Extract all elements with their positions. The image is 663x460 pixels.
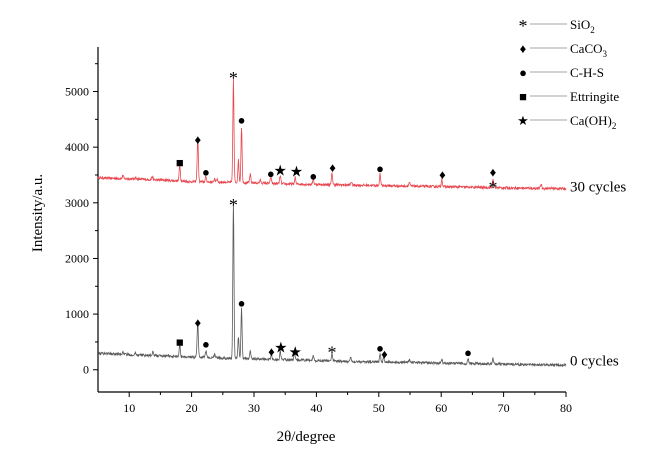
legend-label-subscript: 2 [612, 121, 617, 131]
chart-ticks: 10 20 30 40 50 60 70 80 0 1000 2000 3000 4000 5000 [65, 63, 572, 415]
y-tick-label: 1000 [65, 307, 89, 321]
phase-marker: ♦ [195, 315, 202, 330]
legend-symbol: ● [519, 65, 527, 80]
legend-symbol: * [519, 16, 528, 36]
phase-marker: ♦ [490, 165, 497, 180]
phase-marker: ♦ [329, 160, 336, 175]
phase-marker: ★ [288, 345, 301, 361]
phase-marker: ■ [176, 155, 184, 170]
y-axis-label: Intensity/a.u. [30, 174, 46, 252]
phase-marker: ★ [290, 165, 303, 181]
phase-marker: ★ [274, 340, 287, 356]
phase-marker: ♦ [195, 132, 202, 147]
legend-label: Ca(OH)2 [570, 113, 616, 131]
legend-symbol: ★ [517, 113, 529, 128]
y-tick-label: 4000 [65, 140, 89, 154]
x-tick-label: 70 [498, 401, 510, 415]
legend-label-subscript: 3 [603, 49, 608, 59]
legend-label-text: C-H-S [570, 65, 604, 80]
phase-marker: ♦ [439, 167, 446, 182]
series-labels: 30 cycles 0 cycles [570, 180, 626, 370]
phase-markers: *♦●■● ●★ ★ ●♦ ● ♦ ♦**●♦■ ● ♦ ★ ★ * ●♦ ● [176, 68, 498, 362]
y-tick-label: 2000 [65, 251, 89, 265]
phase-marker: ■ [176, 334, 184, 349]
legend-label: Ettringite [570, 89, 619, 104]
legend-label-text: Ettringite [570, 89, 619, 104]
legend-label: SiO2 [570, 17, 595, 35]
x-tick-label: 80 [560, 401, 572, 415]
phase-marker: * [488, 178, 497, 198]
series-label: 0 cycles [570, 353, 619, 369]
phase-marker: ★ [273, 164, 286, 180]
phase-marker: ● [376, 340, 384, 355]
legend-symbol: ■ [519, 89, 527, 104]
x-axis-label: 2θ/degree [277, 429, 336, 445]
x-tick-label: 30 [248, 401, 260, 415]
phase-marker: * [229, 68, 238, 88]
y-tick-label: 3000 [65, 196, 89, 210]
series-line [97, 78, 567, 192]
legend-label: CaCO3 [570, 41, 608, 59]
series-label: 30 cycles [570, 180, 626, 196]
legend-label-text: Ca(OH) [570, 113, 612, 128]
x-tick-label: 10 [123, 401, 135, 415]
phase-marker: ● [464, 345, 472, 360]
legend-label-text: SiO [570, 17, 590, 32]
legend-label-text: CaCO [570, 41, 603, 56]
phase-marker: ● [202, 165, 210, 180]
phase-marker: ♦ [268, 344, 275, 359]
series-line [97, 203, 567, 368]
x-tick-label: 20 [186, 401, 198, 415]
chart-axes [97, 47, 566, 393]
chart-series [97, 78, 567, 368]
phase-marker: ● [202, 337, 210, 352]
phase-marker: ● [309, 169, 317, 184]
x-tick-label: 40 [310, 401, 322, 415]
phase-marker: ● [376, 161, 384, 176]
phase-marker: ● [238, 295, 246, 310]
x-tick-label: 60 [435, 401, 447, 415]
chart-legend: * SiO2♦ CaCO3● C-H-S■ Ettringite★ Ca(OH)2 [517, 16, 619, 131]
phase-marker: ♦ [381, 347, 388, 362]
legend-symbol: ♦ [520, 41, 527, 56]
y-tick-label: 0 [83, 363, 89, 377]
y-tick-label: 5000 [65, 85, 89, 99]
phase-marker: * [229, 195, 238, 215]
phase-marker: * [328, 342, 337, 362]
phase-marker: ● [238, 112, 246, 127]
phase-marker: ● [267, 166, 275, 181]
legend-label-subscript: 2 [590, 25, 595, 35]
legend-label: C-H-S [570, 65, 604, 80]
x-tick-label: 50 [373, 401, 385, 415]
